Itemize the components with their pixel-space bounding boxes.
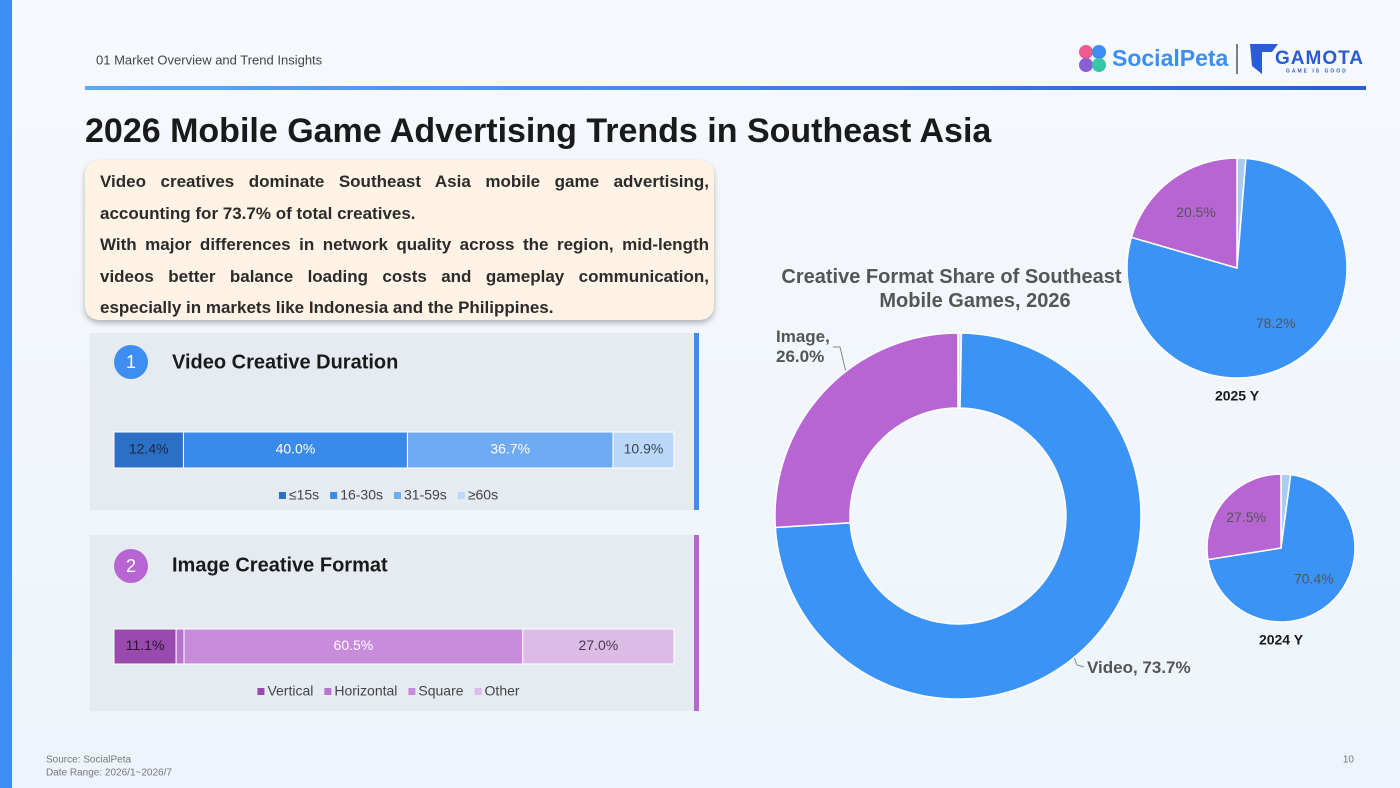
- data-label: 70.4%: [1294, 571, 1334, 587]
- pie-slice: [1130, 157, 1238, 269]
- pie-slice: [774, 332, 959, 529]
- data-label: 36.7%: [490, 441, 530, 457]
- legend-label: 16-30s: [340, 487, 383, 503]
- bar-segment: [183, 628, 524, 665]
- data-label: 10.9%: [624, 441, 664, 457]
- data-label: 27.0%: [579, 637, 619, 653]
- data-label: Video, 73.7%: [1087, 658, 1191, 677]
- bar-segment: [113, 628, 177, 665]
- side-stripe: [0, 0, 12, 788]
- panel-accent: [694, 333, 699, 510]
- data-label: 11.1%: [126, 637, 165, 653]
- data-label: 40.0%: [276, 441, 316, 457]
- legend-label: Square: [418, 683, 463, 699]
- legend-swatch: [278, 492, 286, 499]
- source-note: Source: SocialPeta: [46, 755, 131, 766]
- logo-text: SocialPeta: [1112, 45, 1229, 71]
- logo-tagline: GAME IS GOOD: [1286, 68, 1348, 74]
- legend-label: Other: [485, 683, 520, 699]
- data-label: 78.2%: [1256, 315, 1296, 331]
- logo-icon: [1079, 45, 1106, 72]
- legend-label: 31-59s: [404, 487, 447, 503]
- section-label: 01 Market Overview and Trend Insights: [96, 52, 323, 67]
- legend: Vertical Horizontal Square Other: [257, 683, 520, 699]
- chart-title: Creative Format Share of Southeast Asia …: [781, 266, 1169, 312]
- panel-badge: [114, 345, 148, 379]
- logo-text: GAMOTA: [1275, 48, 1364, 69]
- panel-badge: [114, 549, 148, 583]
- data-label: 60.5%: [334, 637, 374, 653]
- legend-label: ≥60s: [468, 487, 498, 503]
- legend-label: Horizontal: [334, 683, 397, 699]
- panel-title: Video Creative Duration: [172, 351, 398, 373]
- legend-swatch: [394, 492, 401, 499]
- data-label: 20.5%: [1176, 204, 1216, 220]
- pie-slice: [774, 332, 1142, 700]
- summary-text: Video creatives dominate Southeast Asia …: [100, 172, 709, 223]
- legend-swatch: [257, 688, 265, 695]
- summary-box: Video creatives dominate Southeast Asia …: [85, 160, 714, 320]
- bar-segment: [612, 431, 675, 469]
- legend-swatch: [457, 492, 465, 499]
- panel-number: 2: [126, 556, 136, 576]
- legend-swatch: [474, 688, 482, 695]
- bar-segment: [522, 628, 675, 665]
- bar-segment: [113, 431, 184, 469]
- legend-swatch: [408, 688, 416, 695]
- panel: [90, 535, 698, 711]
- legend-label: ≤15s: [289, 487, 319, 503]
- legend-label: Vertical: [267, 683, 313, 699]
- legend: ≤15s 16-30s 31-59s ≥60s: [278, 487, 498, 503]
- data-label: 12.4%: [129, 441, 169, 457]
- legend-swatch: [324, 688, 332, 695]
- summary-text: With major differences in network qualit…: [100, 235, 709, 317]
- panel-title: Image Creative Format: [172, 554, 388, 576]
- date-note: Date Range: 2026/1~2026/7: [46, 768, 172, 779]
- chart-title: 2025 Y: [1215, 388, 1260, 404]
- page-number: 10: [1343, 755, 1355, 766]
- pie-slice: [1206, 473, 1282, 561]
- page-title: 2026 Mobile Game Advertising Trends in S…: [85, 112, 992, 150]
- panel-accent: [694, 535, 699, 711]
- panel-number: 1: [126, 352, 136, 372]
- bar-segment: [175, 628, 185, 665]
- data-label: 27.5%: [1226, 509, 1266, 525]
- bar-segment: [182, 431, 408, 469]
- data-label: Image, 26.0%: [776, 327, 830, 366]
- panel: [90, 333, 698, 510]
- header-rule: [85, 86, 1366, 90]
- logo-icon: [1250, 44, 1278, 74]
- chart-title: 2024 Y: [1259, 632, 1304, 648]
- legend-swatch: [330, 492, 338, 499]
